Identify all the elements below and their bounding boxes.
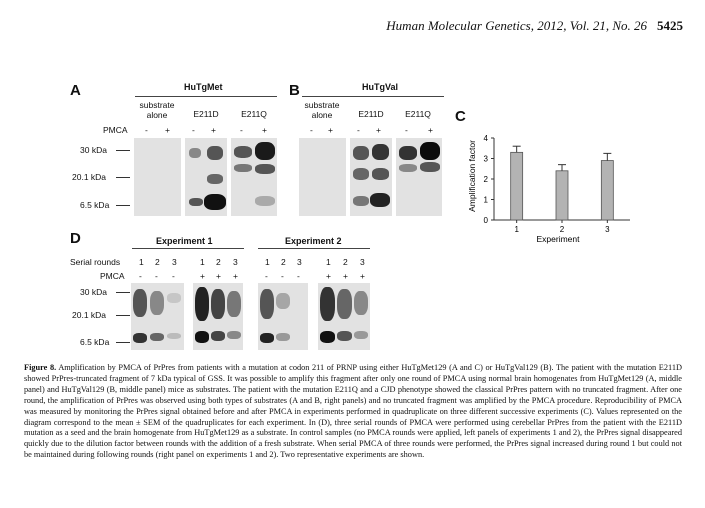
pmca-minus: - xyxy=(357,125,360,135)
serial-round-number: 3 xyxy=(172,257,177,267)
panel-b-letter: B xyxy=(289,82,300,99)
chart-y-tick-label: 3 xyxy=(484,155,489,164)
experiment-2-title: Experiment 2 xyxy=(285,236,342,246)
figure-caption: Figure 8. Amplification by PMCA of PrPre… xyxy=(24,363,682,461)
pmca-minus: - xyxy=(405,125,408,135)
pmca-plus: + xyxy=(360,271,365,281)
pmca-plus: + xyxy=(428,125,433,135)
panel-a-group-line xyxy=(135,96,277,97)
pmca-plus: + xyxy=(326,271,331,281)
gel-b-substrate xyxy=(299,138,346,216)
panel-a-letter: A xyxy=(70,82,81,99)
pmca-minus: - xyxy=(265,271,268,281)
gel-d-exp2-pmca xyxy=(318,283,370,350)
gel-a-e211d xyxy=(185,138,227,216)
gel-a-substrate xyxy=(134,138,181,216)
experiment-1-title: Experiment 1 xyxy=(156,236,213,246)
serial-rounds-label: Serial rounds xyxy=(70,257,121,267)
panel-b-group-title: HuTgVal xyxy=(362,82,399,92)
chart-ylabel: Amplification factor xyxy=(467,140,477,212)
marker-6kda-a: 6.5 kDa xyxy=(80,200,110,210)
serial-round-number: 3 xyxy=(360,257,365,267)
experiment-1-line xyxy=(132,248,244,249)
gel-d-exp1-control xyxy=(131,283,184,350)
gel-b-e211d xyxy=(350,138,392,216)
marker-tick xyxy=(116,177,130,178)
marker-20kda-d: 20.1 kDa xyxy=(72,310,107,320)
serial-round-number: 2 xyxy=(155,257,160,267)
chart-y-tick-label: 4 xyxy=(484,134,489,143)
chart-bar xyxy=(510,151,524,221)
marker-30kda-a: 30 kDa xyxy=(80,145,107,155)
experiment-2-line xyxy=(258,248,370,249)
serial-round-number: 2 xyxy=(343,257,348,267)
gel-b-e211q xyxy=(396,138,442,216)
running-header: Human Molecular Genetics, 2012, Vol. 21,… xyxy=(386,18,683,34)
pmca-minus: - xyxy=(145,125,148,135)
page-number: 5425 xyxy=(657,18,683,33)
journal-name: Human Molecular Genetics, 2012, Vol. 21,… xyxy=(386,18,647,33)
gel-a-e211q xyxy=(231,138,277,216)
chart-x-tick-label: 1 xyxy=(514,225,519,234)
chart-bar xyxy=(600,160,614,221)
panel-b-lane-e211q: E211Q xyxy=(405,109,431,119)
marker-tick xyxy=(116,205,130,206)
marker-tick xyxy=(116,292,130,293)
caption-figure-label: Figure 8. xyxy=(24,363,57,372)
pmca-minus: - xyxy=(297,271,300,281)
pmca-plus: + xyxy=(211,125,216,135)
marker-30kda-d: 30 kDa xyxy=(80,287,107,297)
marker-tick xyxy=(116,150,130,151)
pmca-plus: + xyxy=(376,125,381,135)
serial-round-number: 2 xyxy=(281,257,286,267)
pmca-minus: - xyxy=(172,271,175,281)
serial-round-number: 1 xyxy=(265,257,270,267)
serial-round-number: 1 xyxy=(200,257,205,267)
pmca-minus: - xyxy=(310,125,313,135)
panel-a-lane-substrate: substrate alone xyxy=(139,100,175,120)
panel-a-lane-e211d: E211D xyxy=(193,109,219,119)
chart-x-tick-label: 2 xyxy=(560,225,565,234)
pmca-minus: - xyxy=(155,271,158,281)
pmca-minus: - xyxy=(192,125,195,135)
panel-b-group-line xyxy=(302,96,444,97)
pmca-minus: - xyxy=(240,125,243,135)
pmca-plus: + xyxy=(216,271,221,281)
chart-x-tick-label: 3 xyxy=(605,225,610,234)
serial-round-number: 3 xyxy=(297,257,302,267)
chart-y-tick-label: 0 xyxy=(484,216,489,225)
pmca-minus: - xyxy=(281,271,284,281)
marker-6kda-d: 6.5 kDa xyxy=(80,337,110,347)
chart-y-tick-label: 2 xyxy=(484,175,489,184)
panel-b-lane-e211d: E211D xyxy=(358,109,384,119)
panel-a-group-title: HuTgMet xyxy=(184,82,223,92)
caption-text: Amplification by PMCA of PrPres from pat… xyxy=(24,363,682,460)
marker-tick xyxy=(116,342,130,343)
serial-round-number: 1 xyxy=(139,257,144,267)
pmca-plus: + xyxy=(200,271,205,281)
marker-tick xyxy=(116,315,130,316)
chart-bar xyxy=(555,170,569,221)
pmca-plus: + xyxy=(165,125,170,135)
chart-y-tick-label: 1 xyxy=(484,196,489,205)
pmca-plus: + xyxy=(328,125,333,135)
gel-d-exp2-control xyxy=(258,283,308,350)
panel-d-pmca-label: PMCA xyxy=(100,271,125,281)
pmca-plus: + xyxy=(262,125,267,135)
gel-d-exp1-pmca xyxy=(193,283,243,350)
pmca-minus: - xyxy=(139,271,142,281)
panel-c-letter: C xyxy=(455,108,466,125)
panel-a-pmca-label: PMCA xyxy=(103,125,128,135)
chart-xlabel: Experiment xyxy=(537,234,581,244)
pmca-plus: + xyxy=(343,271,348,281)
pmca-plus: + xyxy=(233,271,238,281)
serial-round-number: 2 xyxy=(216,257,221,267)
panel-a-lane-e211q: E211Q xyxy=(241,109,267,119)
panel-b-lane-substrate: substrate alone xyxy=(304,100,340,120)
serial-round-number: 1 xyxy=(326,257,331,267)
amplification-bar-chart: Amplification factor Experiment 0 1 2 3 4 1 2 3 xyxy=(467,134,630,244)
serial-round-number: 3 xyxy=(233,257,238,267)
panel-d-letter: D xyxy=(70,230,81,247)
marker-20kda-a: 20.1 kDa xyxy=(72,172,107,182)
